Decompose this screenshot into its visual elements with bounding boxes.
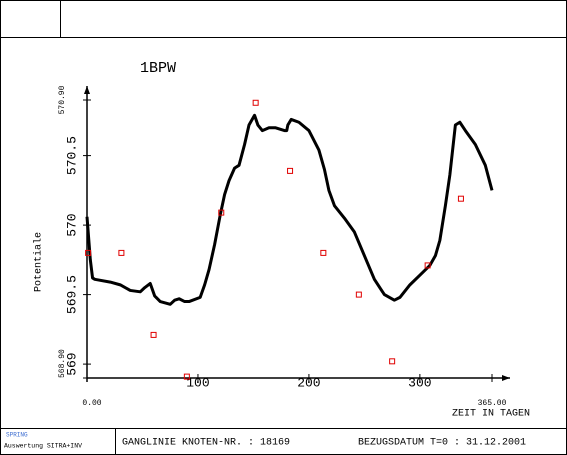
y-axis-label: Potentiale: [33, 232, 45, 292]
chart-title: 1BPW: [140, 60, 176, 77]
x-tick-label: 300: [408, 375, 431, 390]
x-tick-label: 100: [186, 375, 209, 390]
observation-point: [389, 358, 396, 365]
footer-date: BEZUGSDATUM T=0 : 31.12.2001: [358, 438, 526, 449]
y-axis-arrow: [84, 86, 90, 94]
series-line: [85, 113, 494, 306]
observation-point: [424, 262, 431, 269]
y-tick-label: 570.90: [58, 85, 67, 114]
observation-point: [85, 249, 92, 256]
x-axis-arrow: [502, 375, 510, 381]
observation-point: [320, 249, 327, 256]
observation-point: [252, 99, 259, 106]
observation-point: [457, 195, 464, 202]
y-tick-label: 570: [64, 213, 79, 236]
y-tick-label: 568.90: [58, 349, 67, 378]
x-axis-label: ZEIT IN TAGEN: [452, 409, 530, 420]
observation-point: [150, 331, 157, 338]
observation-point: [183, 373, 190, 380]
observation-point: [287, 167, 294, 174]
footer-app: Auswertung SITRA+INV: [4, 443, 82, 450]
observation-point: [355, 291, 362, 298]
footer-logo: SPRING: [6, 432, 28, 439]
x-tick-label: 365.00: [478, 399, 507, 408]
y-tick-label: 570.5: [64, 136, 79, 175]
observation-point: [118, 249, 125, 256]
x-tick-label: 200: [297, 375, 320, 390]
y-tick-label: 569: [64, 352, 79, 375]
footer-node: GANGLINIE KNOTEN-NR. : 18169: [122, 438, 290, 449]
x-tick-label: 0.00: [82, 399, 101, 408]
observation-point: [218, 209, 225, 216]
y-tick-label: 569.5: [64, 275, 79, 314]
